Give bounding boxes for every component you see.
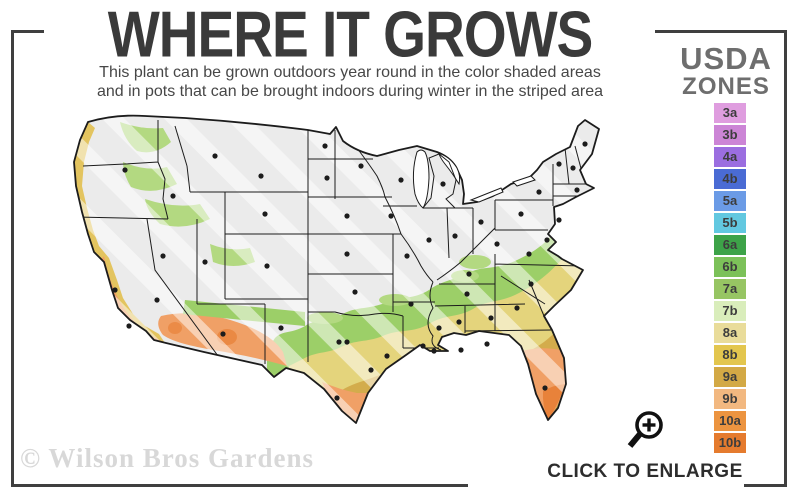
city-dot	[154, 297, 160, 303]
zone-chip-7b: 7b	[714, 301, 746, 321]
city-dot	[556, 161, 562, 167]
page-title: WHERE IT GROWS	[107, 0, 594, 72]
city-dot	[431, 348, 437, 354]
city-dot	[336, 339, 342, 345]
city-dot	[440, 181, 446, 187]
zone-chip-8a: 8a	[714, 323, 746, 343]
legend-title-usda: USDA	[680, 41, 772, 76]
city-dot	[420, 343, 426, 349]
city-dot	[466, 271, 472, 277]
city-dot	[322, 143, 328, 149]
zone-chip-6a: 6a	[714, 235, 746, 255]
zone-chip-8b: 8b	[714, 345, 746, 365]
city-dot	[344, 251, 350, 257]
zone-chip-7a: 7a	[714, 279, 746, 299]
city-dot	[398, 177, 404, 183]
zone-chip-5a: 5a	[714, 191, 746, 211]
lake-michigan	[412, 149, 430, 209]
frame-bottom-right	[744, 484, 787, 487]
city-dot	[544, 237, 550, 243]
city-dot	[458, 347, 464, 353]
city-dot	[334, 395, 340, 401]
great-lakes	[412, 149, 536, 209]
frame-top-left	[11, 30, 44, 33]
frame-bottom-left	[11, 484, 468, 487]
city-dot	[404, 253, 410, 259]
city-dot	[122, 167, 128, 173]
click-to-enlarge[interactable]: CLICK TO ENLARGE	[528, 408, 762, 483]
frame-top-right	[655, 30, 787, 33]
city-dots	[112, 141, 588, 401]
city-dot	[536, 189, 542, 195]
city-dot	[278, 325, 284, 331]
subtitle-line2: and in pots that can be brought indoors …	[96, 83, 604, 100]
city-dot	[388, 213, 394, 219]
michigan-mitten-border	[422, 153, 457, 209]
city-dot	[324, 175, 330, 181]
zone-chip-4a: 4a	[714, 147, 746, 167]
zone-chip-9b: 9b	[714, 389, 746, 409]
zone-chip-6b: 6b	[714, 257, 746, 277]
city-dot	[542, 385, 548, 391]
city-dot	[556, 217, 562, 223]
city-dot	[514, 305, 520, 311]
frame-left	[11, 30, 14, 487]
watermark: © Wilson Bros Gardens	[20, 443, 314, 473]
city-dot	[344, 213, 350, 219]
us-outline	[73, 114, 600, 424]
city-dot	[528, 281, 534, 287]
city-dot	[426, 237, 432, 243]
frame-right	[784, 30, 787, 487]
legend-title: USDA ZONES	[664, 41, 788, 100]
city-dot	[570, 165, 576, 171]
city-dot	[212, 153, 218, 159]
city-dot	[170, 193, 176, 199]
city-dot	[464, 291, 470, 297]
usda-zone-map[interactable]	[25, 104, 665, 464]
city-dot	[160, 253, 166, 259]
city-dot	[264, 263, 270, 269]
city-dot	[358, 163, 364, 169]
city-dot	[456, 319, 462, 325]
legend-title-zones: ZONES	[682, 73, 770, 100]
city-dot	[384, 353, 390, 359]
zone-chip-4b: 4b	[714, 169, 746, 189]
enlarge-label[interactable]: CLICK TO ENLARGE	[547, 461, 743, 482]
city-dot	[436, 325, 442, 331]
city-dot	[452, 233, 458, 239]
city-dot	[574, 187, 580, 193]
city-dot	[352, 289, 358, 295]
city-dot	[258, 173, 264, 179]
city-dot	[488, 315, 494, 321]
city-dot	[408, 301, 414, 307]
city-dot	[220, 331, 226, 337]
zone-chip-5b: 5b	[714, 213, 746, 233]
city-dot	[494, 241, 500, 247]
state-borders	[75, 120, 585, 364]
subtitle-line1: This plant can be grown outdoors year ro…	[99, 64, 601, 81]
city-dot	[478, 219, 484, 225]
zone-chip-3a: 3a	[714, 103, 746, 123]
city-dot	[344, 339, 350, 345]
city-dot	[526, 251, 532, 257]
city-dot	[518, 211, 524, 217]
city-dot	[112, 287, 118, 293]
zone-chip-10a: 10a	[714, 411, 746, 431]
city-dot	[126, 323, 132, 329]
subtitle: This plant can be grown outdoors year ro…	[40, 63, 660, 101]
lake-ontario	[512, 175, 536, 187]
magnifier-zoom-icon[interactable]	[619, 408, 671, 454]
zone-chip-9a: 9a	[714, 367, 746, 387]
city-dot	[262, 211, 268, 217]
zone-chip-3b: 3b	[714, 125, 746, 145]
city-dot	[368, 367, 374, 373]
lake-erie	[469, 187, 504, 203]
city-dot	[484, 341, 490, 347]
zone-legend: 3a 3b 4a 4b 5a 5b 6a 6b 7a 7b 8a 8b 9a 9b 10a 10b	[714, 103, 746, 455]
city-dot	[582, 141, 588, 147]
zone-chip-10b: 10b	[714, 433, 746, 453]
city-dot	[202, 259, 208, 265]
